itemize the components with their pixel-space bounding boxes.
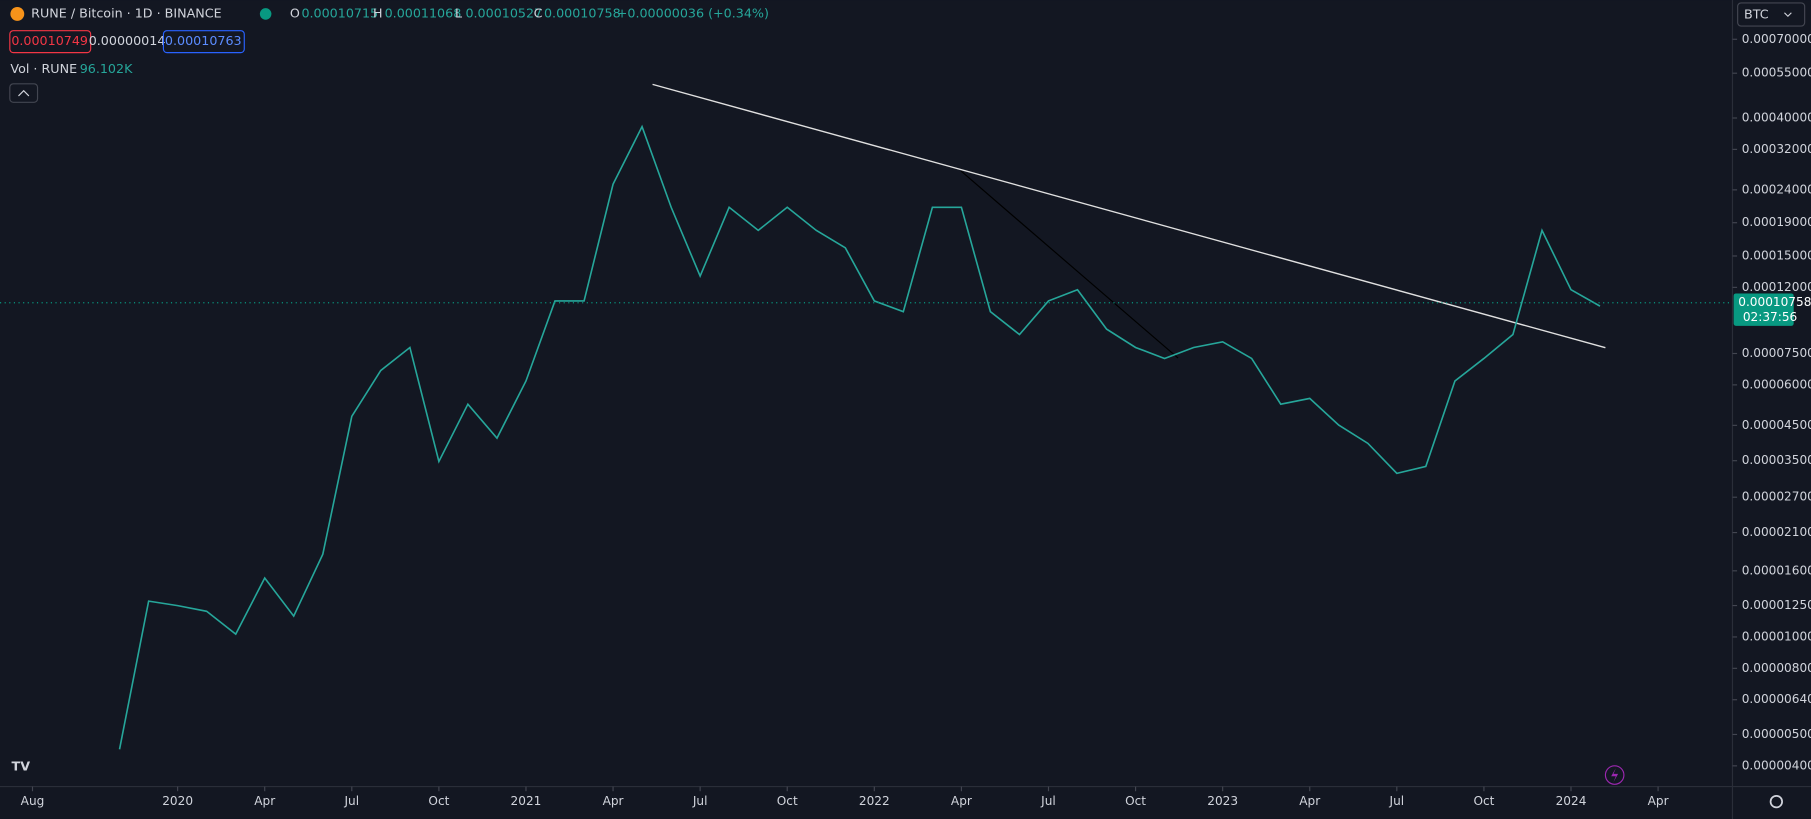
y-tick-label: 0.00000800 [1742, 661, 1811, 675]
y-tick-label: 0.00055000 [1742, 66, 1811, 80]
lightning-icon [1611, 768, 1619, 782]
y-tick-label: 0.00002100 [1742, 525, 1811, 539]
x-tick-label: Oct [1473, 794, 1494, 808]
x-tick-label: Oct [1125, 794, 1146, 808]
ohlc-label: O [290, 5, 300, 20]
x-tick-label: Apr [951, 794, 972, 808]
bid[interactable]: 0.00010749 [11, 33, 88, 48]
currency[interactable]: BTC [1744, 7, 1769, 22]
x-tick-label: Jul [1389, 794, 1405, 808]
ohlc-value: 0.00010715 [301, 5, 378, 20]
settings-button[interactable] [1769, 794, 1783, 809]
y-tick-label: 0.00000400 [1742, 758, 1811, 772]
trend-line[interactable] [960, 170, 1179, 359]
y-tick-label: 0.00070000 [1742, 32, 1811, 46]
sell-button[interactable] [9, 30, 92, 54]
y-tick-label: 0.00015000 [1742, 248, 1811, 262]
x-tick-label: 2022 [859, 794, 890, 808]
ohlc-value: 0.00010758 [544, 5, 621, 20]
y-tick-label: 0.00019000 [1742, 215, 1811, 229]
y-tick-label: 0.00004500 [1742, 418, 1811, 432]
vol-value: 96.102K [80, 61, 133, 76]
x-tick-label: Jul [343, 794, 359, 808]
x-tick-label: Apr [1648, 794, 1669, 808]
plot: 0.00070000 0.00055000 0.00040000 0.00032000… [0, 32, 1811, 808]
y-tick-label: 0.00001250 [1742, 598, 1811, 612]
y-tick-label: 0.00001600 [1742, 563, 1811, 577]
price-line [118, 124, 1601, 750]
x-tick-label: 2023 [1207, 794, 1238, 808]
x-tick-label: 2024 [1556, 794, 1587, 808]
y-tick-label: 0.00040000 [1742, 110, 1811, 124]
vol-label: Vol · RUNE [10, 61, 77, 76]
x-tick-label: Jul [692, 794, 708, 808]
countdown: 02:37:56 [1743, 310, 1797, 324]
y-tick-label: 0.00002700 [1742, 490, 1811, 504]
trend-line[interactable] [652, 83, 1606, 349]
y-tick-label: 0.00006000 [1742, 377, 1811, 391]
y-tick-label: 0.00032000 [1742, 142, 1811, 156]
x-tick-label: 2020 [162, 794, 193, 808]
buy-button[interactable] [162, 30, 245, 54]
x-tick-label: Oct [428, 794, 449, 808]
ohlc-label: C [534, 5, 543, 20]
x-tick-label: Apr [254, 794, 275, 808]
x-tick-label: 2021 [511, 794, 542, 808]
y-tick-label: 0.00003500 [1742, 453, 1811, 467]
y-tick-label: 0.00000500 [1742, 727, 1811, 741]
ask[interactable]: 0.00010763 [165, 33, 242, 48]
symbol-icon [10, 6, 25, 21]
y-tick-label: 0.00001000 [1742, 629, 1811, 643]
lightning-button[interactable] [1604, 765, 1625, 785]
x-tick-label: Apr [1299, 794, 1320, 808]
ohlc-value: 0.00010527 [465, 5, 542, 20]
currency-button[interactable] [1737, 2, 1806, 27]
x-tick-label: Jul [1040, 794, 1056, 808]
chevron-icon [1784, 12, 1792, 18]
ohlc-label: L [455, 5, 462, 20]
x-tick-label: Oct [777, 794, 798, 808]
x-tick-label: Apr [603, 794, 624, 808]
y-tick-label: 0.00007500 [1742, 346, 1811, 360]
y-tick-label: 0.00000640 [1742, 692, 1811, 706]
ohlc-label: H [373, 5, 383, 20]
last-price-tag [1733, 293, 1794, 326]
x-tick-label: Aug [21, 794, 45, 808]
y-tick-label: 0.00012000 [1742, 280, 1811, 294]
status-dot [259, 8, 272, 20]
y-tick-label: 0.00024000 [1742, 182, 1811, 196]
symbol[interactable]: RUNE / Bitcoin · 1D · BINANCE [31, 5, 221, 20]
tv-logo[interactable]: TV [12, 758, 31, 773]
change: +0.00000036 (+0.34%) [617, 5, 769, 20]
ohlc-value: 0.00011068 [385, 5, 462, 20]
spread: 0.00000014 [89, 33, 166, 48]
chevron-icon [18, 89, 30, 97]
collapse-button[interactable] [9, 83, 39, 103]
last-price-label: 0.00010758 [1738, 295, 1811, 309]
